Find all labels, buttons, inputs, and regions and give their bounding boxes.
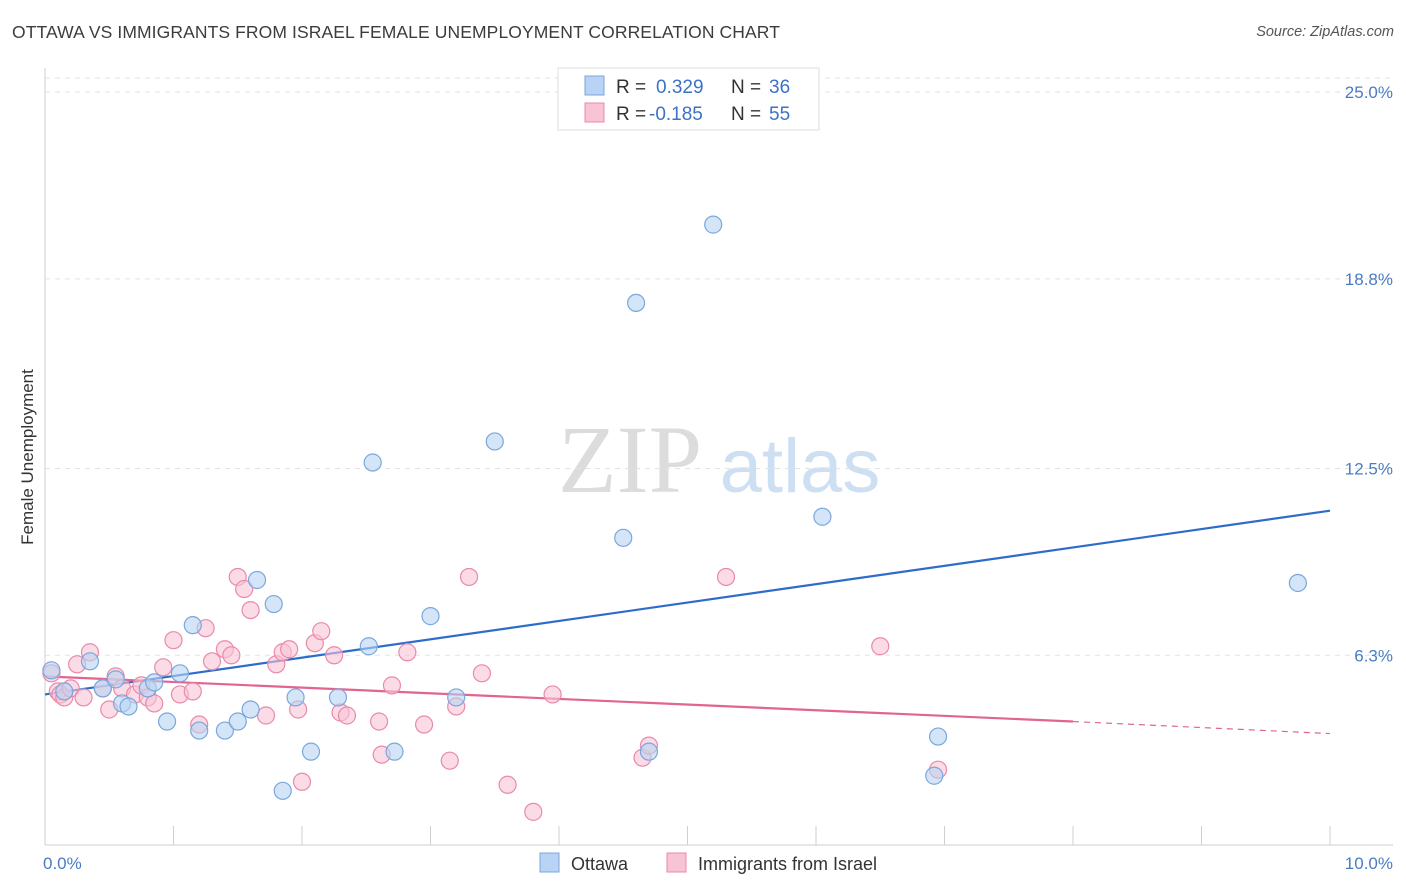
- x-tick-label-1: 10.0%: [1345, 854, 1393, 873]
- point-series1-16: [154, 658, 173, 677]
- stats-r-value-ottawa: 0.329: [656, 77, 704, 98]
- point-series0-28: [614, 528, 633, 547]
- stats-legend-swatch-ottawa: [584, 75, 605, 96]
- point-series0-23: [363, 453, 382, 472]
- legend-swatch-israel: [666, 852, 687, 873]
- point-series1-38: [337, 706, 357, 725]
- axes: [44, 68, 1393, 846]
- point-series0-17: [264, 594, 283, 614]
- stats-n-label-ottawa: N =: [731, 77, 761, 98]
- point-series0-19: [286, 688, 305, 707]
- point-series1-48: [498, 775, 517, 794]
- point-series0-21: [328, 688, 348, 707]
- point-series0-32: [813, 507, 832, 526]
- point-series0-1: [55, 682, 74, 701]
- point-series1-24: [222, 646, 241, 665]
- chart-title: OTTAWA VS IMMIGRANTS FROM ISRAEL FEMALE …: [12, 22, 781, 42]
- point-series1-26: [235, 579, 254, 599]
- point-series0-29: [626, 293, 646, 313]
- legend-label-ottawa: Ottawa: [571, 854, 629, 874]
- point-series0-18: [273, 781, 292, 800]
- point-series1-42: [398, 643, 417, 662]
- y-tick-label-1: 12.5%: [1345, 460, 1393, 479]
- y-tick-label-2: 18.8%: [1345, 270, 1393, 289]
- point-series1-28: [256, 706, 276, 725]
- point-series0-14: [228, 712, 247, 731]
- y-tick-label-0: 6.3%: [1354, 646, 1393, 665]
- point-series0-6: [119, 697, 138, 716]
- point-series1-43: [414, 715, 434, 734]
- point-series1-19: [183, 682, 202, 701]
- x-tick-label-0: 0.0%: [43, 854, 82, 873]
- point-series1-49: [524, 802, 543, 821]
- point-series0-4: [106, 670, 125, 689]
- stats-n-label-israel: N =: [731, 104, 761, 125]
- trendline-0: [44, 509, 1331, 696]
- point-series1-33: [292, 772, 312, 791]
- point-series1-41: [382, 676, 402, 695]
- stats-n-value-israel: 55: [769, 104, 790, 125]
- point-series1-6: [74, 688, 93, 707]
- point-series0-9: [157, 712, 177, 731]
- stats-r-label-israel: R =: [616, 104, 646, 125]
- point-series1-35: [312, 622, 331, 641]
- point-series0-30: [639, 742, 659, 761]
- point-series0-31: [704, 215, 723, 234]
- stats-n-value-ottawa: 36: [769, 77, 790, 98]
- watermark-zip: ZIP: [558, 406, 702, 513]
- point-series1-54: [871, 637, 890, 656]
- trendline-extension-1: [1072, 720, 1331, 735]
- legend-swatch-ottawa: [539, 852, 560, 873]
- tick-labels: 6.3% 12.5% 18.8% 25.0% 0.0% 10.0%: [43, 83, 1393, 873]
- point-series1-22: [202, 652, 222, 671]
- point-series0-34: [928, 727, 948, 746]
- point-series0-16: [247, 570, 267, 590]
- point-series1-50: [543, 685, 562, 704]
- point-series0-11: [183, 616, 202, 635]
- point-series1-39: [370, 712, 389, 731]
- point-series0-24: [385, 742, 404, 761]
- point-series1-27: [241, 600, 260, 620]
- point-series1-53: [716, 567, 736, 587]
- point-series0-2: [80, 652, 100, 671]
- point-series1-17: [164, 631, 183, 650]
- point-series0-10: [170, 664, 190, 683]
- point-series0-20: [301, 742, 321, 761]
- stats-r-label-ottawa: R =: [616, 77, 646, 98]
- point-series0-25: [421, 607, 440, 626]
- point-series0-26: [447, 688, 466, 707]
- point-series1-36: [325, 646, 344, 665]
- point-series0-35: [1288, 573, 1307, 593]
- bottom-legend: Ottawa Immigrants from Israel: [539, 852, 877, 874]
- point-series1-31: [280, 640, 299, 659]
- point-series1-46: [459, 567, 479, 587]
- point-series0-0: [42, 661, 61, 680]
- point-series1-15: [145, 694, 164, 713]
- trendlines: [44, 509, 1331, 735]
- source-credit: Source: ZipAtlas.com: [1256, 24, 1394, 40]
- point-series0-27: [485, 432, 504, 451]
- point-series0-12: [190, 721, 209, 740]
- point-series1-44: [440, 751, 459, 770]
- point-series1-47: [472, 664, 491, 683]
- stats-legend-swatch-israel: [584, 102, 605, 123]
- y-axis-label: Female Unemployment: [18, 369, 37, 545]
- stats-r-value-israel: -0.185: [649, 104, 703, 125]
- point-series0-15: [241, 700, 260, 719]
- point-series0-3: [93, 679, 112, 698]
- y-tick-label-3: 25.0%: [1345, 83, 1393, 102]
- stats-legend: R = 0.329 N = 36 R = -0.185 N = 55: [557, 67, 820, 131]
- point-series0-33: [925, 766, 944, 785]
- point-series0-13: [215, 721, 234, 740]
- data-points: [42, 215, 1307, 821]
- point-series0-22: [359, 637, 378, 656]
- legend-label-israel: Immigrants from Israel: [698, 854, 877, 874]
- watermark-atlas: atlas: [720, 424, 881, 509]
- point-series0-8: [145, 673, 164, 692]
- gridlines: [45, 77, 1393, 656]
